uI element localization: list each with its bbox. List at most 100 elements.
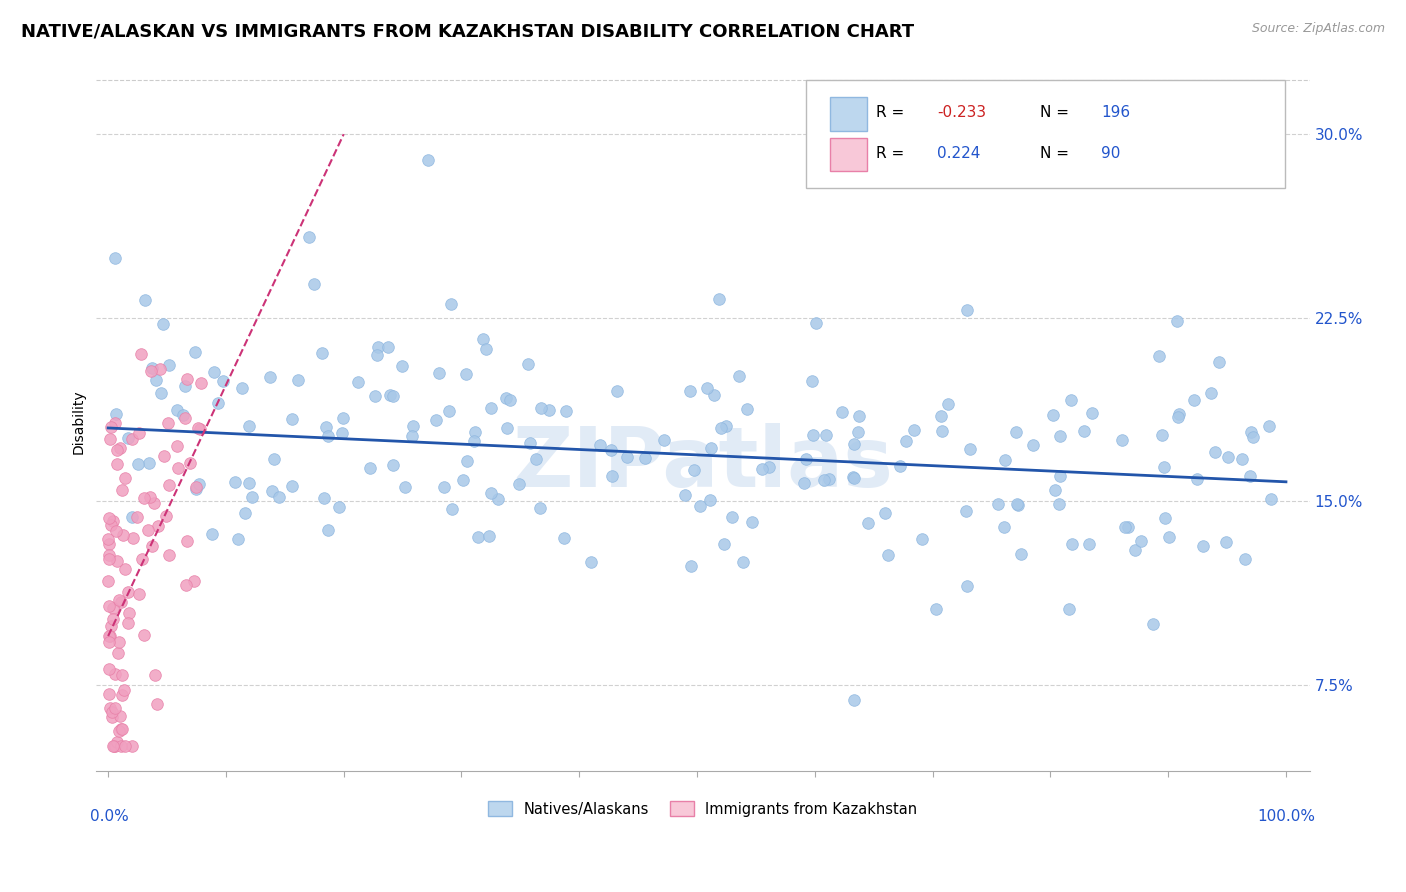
Point: [479, 486, 502, 500]
Point: [456, 454, 478, 468]
Point: [121, 739, 143, 754]
Point: [955, 503, 977, 517]
Point: [1152, 428, 1174, 442]
Point: [1060, 537, 1083, 551]
Point: [1047, 497, 1070, 511]
FancyBboxPatch shape: [831, 138, 866, 171]
Point: [606, 384, 628, 398]
Point: [817, 472, 839, 486]
Point: [1111, 434, 1133, 448]
Text: 0.0%: 0.0%: [90, 809, 129, 824]
Point: [132, 491, 155, 505]
Point: [187, 421, 209, 435]
Point: [157, 416, 180, 430]
Point: [316, 523, 339, 537]
Point: [100, 518, 122, 533]
Point: [104, 524, 127, 538]
Point: [1049, 429, 1071, 443]
Point: [174, 577, 197, 591]
Point: [114, 470, 136, 484]
Point: [889, 458, 911, 473]
Point: [1201, 386, 1223, 401]
Point: [699, 492, 721, 507]
Point: [1118, 520, 1140, 534]
Point: [877, 548, 900, 562]
Point: [589, 438, 612, 452]
Point: [121, 509, 143, 524]
Point: [103, 739, 125, 754]
Text: 0.224: 0.224: [936, 145, 980, 161]
Point: [138, 490, 160, 504]
Point: [813, 473, 835, 487]
Point: [1182, 393, 1205, 408]
Point: [98, 629, 121, 643]
Point: [1060, 393, 1083, 408]
Point: [856, 516, 879, 530]
Point: [673, 488, 696, 502]
Point: [1241, 430, 1264, 444]
Point: [281, 412, 304, 426]
Point: [401, 429, 423, 443]
Point: [98, 701, 121, 715]
Point: [1258, 419, 1281, 434]
Point: [936, 397, 959, 411]
Point: [793, 475, 815, 490]
Point: [751, 461, 773, 475]
Point: [831, 404, 853, 418]
Point: [176, 533, 198, 548]
Point: [846, 425, 869, 440]
Point: [132, 628, 155, 642]
Point: [931, 425, 953, 439]
Point: [929, 409, 952, 423]
Point: [495, 391, 517, 405]
Point: [956, 302, 979, 317]
Point: [1123, 543, 1146, 558]
Point: [1192, 539, 1215, 553]
Point: [1007, 498, 1029, 512]
Point: [100, 710, 122, 724]
Point: [131, 552, 153, 566]
Point: [439, 404, 461, 418]
Point: [187, 477, 209, 491]
Point: [104, 666, 127, 681]
Point: [463, 434, 485, 449]
Point: [682, 463, 704, 477]
Point: [238, 419, 260, 434]
Point: [367, 340, 389, 354]
Point: [402, 419, 425, 434]
Point: [105, 407, 128, 421]
Point: [97, 548, 120, 562]
Point: [496, 421, 519, 435]
Point: [1166, 314, 1188, 328]
Point: [903, 423, 925, 437]
Point: [101, 514, 124, 528]
Point: [1043, 483, 1066, 497]
Point: [332, 411, 354, 425]
Point: [173, 378, 195, 392]
Point: [508, 477, 530, 491]
Point: [146, 697, 169, 711]
Point: [1215, 535, 1237, 549]
Text: N =: N =: [1040, 105, 1069, 120]
Text: 100.0%: 100.0%: [1257, 809, 1316, 824]
Point: [394, 480, 416, 494]
Point: [111, 667, 134, 681]
Point: [1049, 468, 1071, 483]
Point: [1077, 537, 1099, 551]
Point: [152, 317, 174, 331]
Point: [347, 375, 370, 389]
Point: [433, 480, 456, 494]
Point: [143, 496, 166, 510]
Point: [108, 441, 131, 455]
Point: [1081, 406, 1104, 420]
Point: [149, 362, 172, 376]
Point: [471, 332, 494, 346]
Point: [804, 316, 827, 330]
Point: [359, 461, 381, 475]
Point: [157, 358, 180, 372]
Point: [281, 479, 304, 493]
Point: [298, 230, 321, 244]
Point: [105, 443, 128, 458]
Point: [1142, 617, 1164, 632]
Point: [486, 492, 509, 507]
